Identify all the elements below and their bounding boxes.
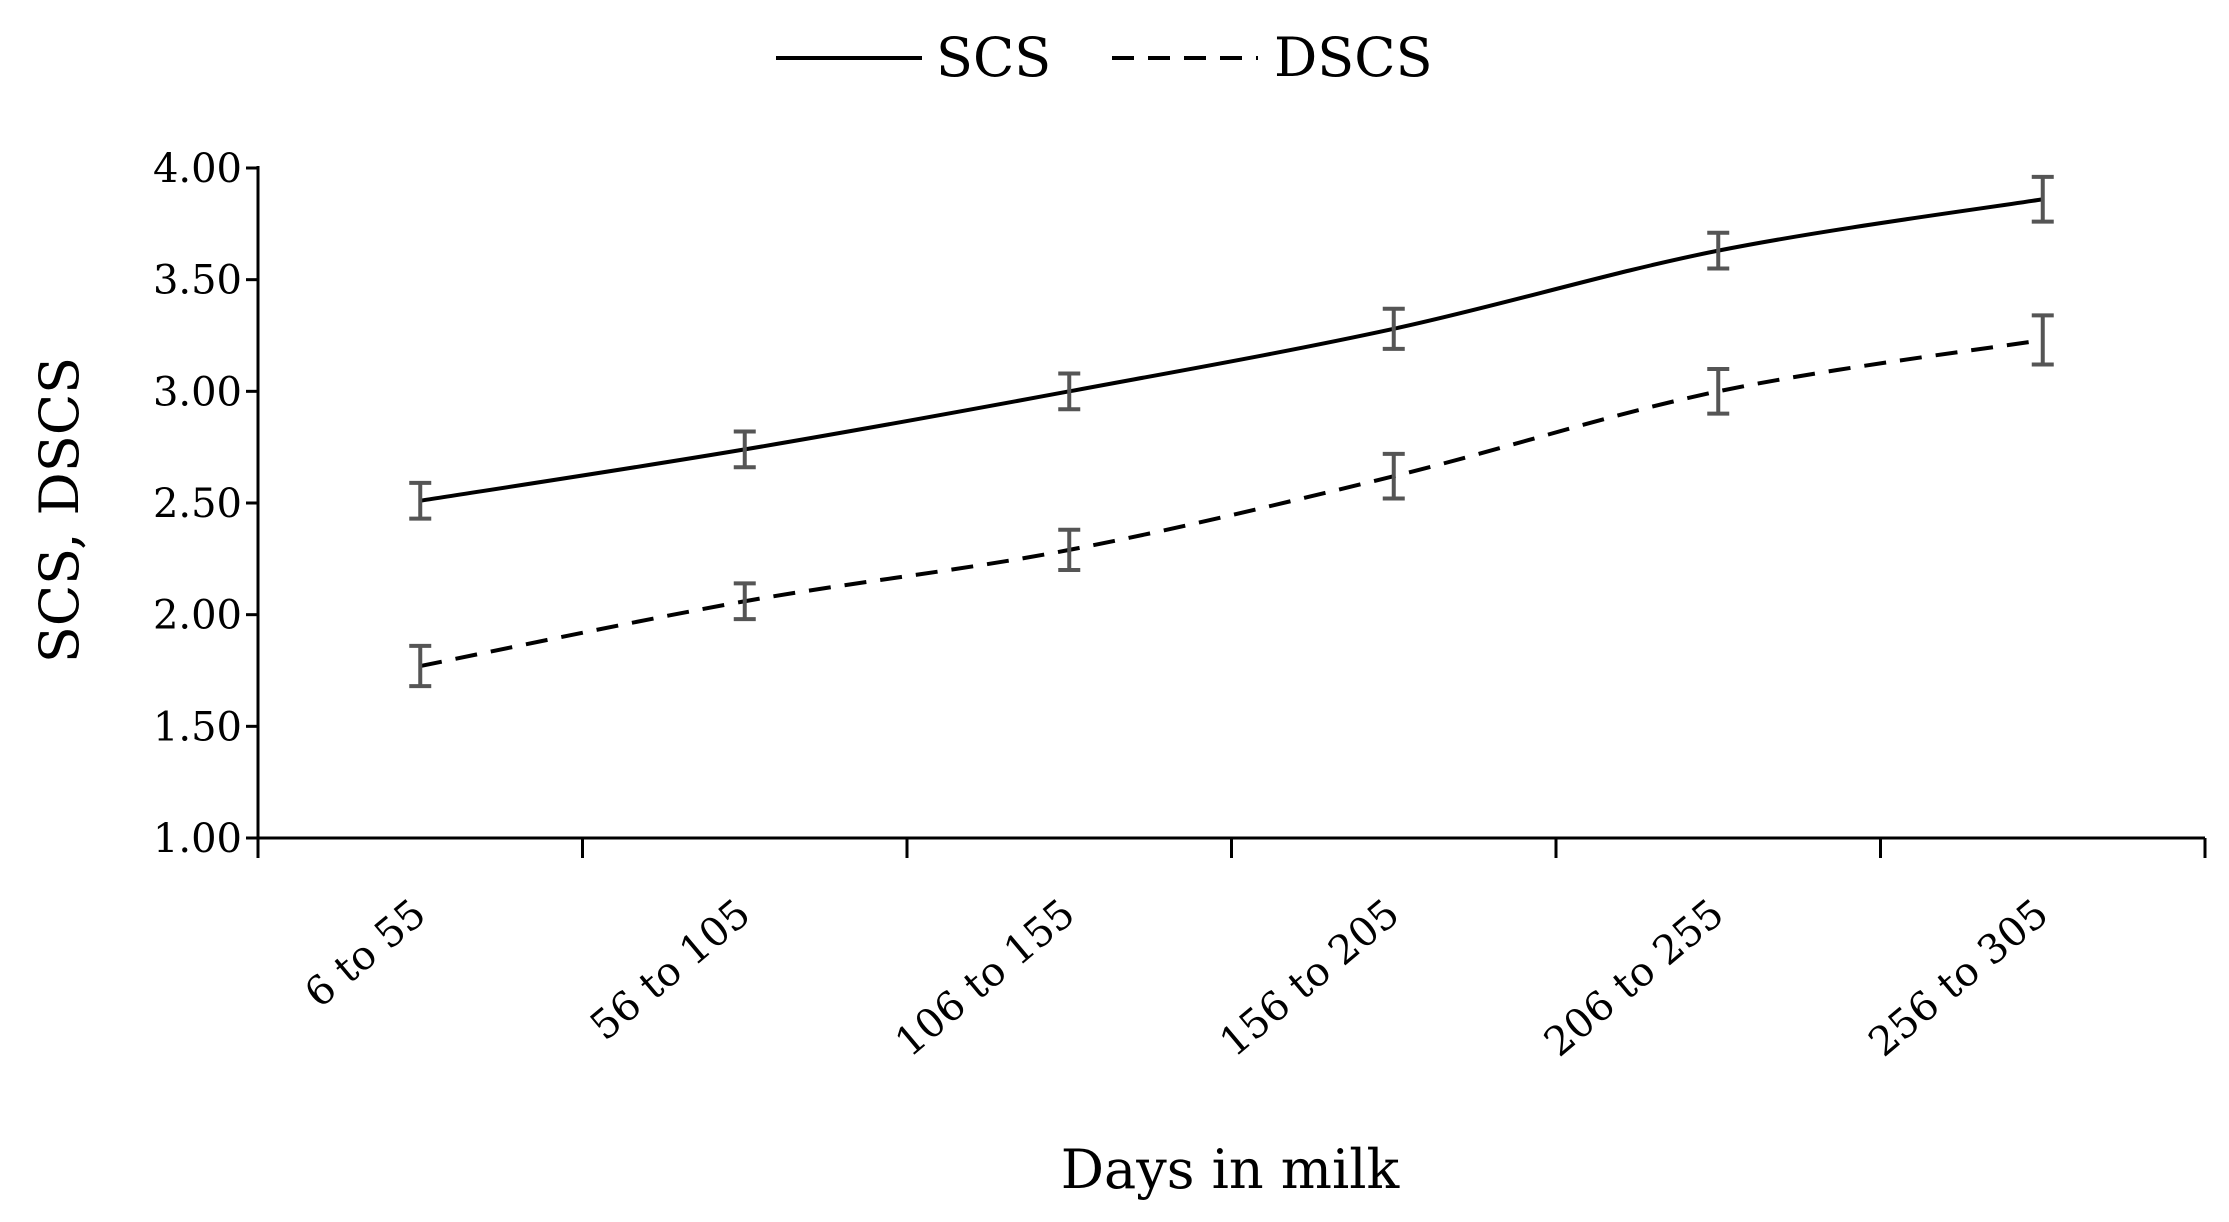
error-bar-dscs bbox=[1058, 527, 1081, 572]
y-axis-title: SCS, DSCS bbox=[28, 357, 91, 663]
error-bar-dscs bbox=[733, 581, 756, 622]
series-layer bbox=[409, 174, 2054, 689]
error-bar-scs bbox=[1382, 306, 1405, 351]
y-tick-label: 2.00 bbox=[153, 593, 242, 639]
x-tick-label: 6 to 55 bbox=[296, 890, 434, 1016]
error-bar-scs bbox=[1058, 371, 1081, 412]
y-tick-label: 3.00 bbox=[153, 369, 242, 415]
error-bar-scs bbox=[733, 429, 756, 470]
x-tick-label: 106 to 155 bbox=[887, 890, 1084, 1066]
series-line-scs bbox=[419, 197, 2044, 503]
y-tick-label: 2.50 bbox=[153, 481, 242, 527]
series-line-dscs bbox=[419, 337, 2044, 668]
y-tick-label: 1.00 bbox=[153, 816, 242, 862]
y-tick-label: 1.50 bbox=[153, 704, 242, 750]
x-tick-label: 256 to 305 bbox=[1860, 890, 2057, 1066]
legend: SCS DSCS bbox=[776, 26, 1433, 89]
y-tick-label: 4.00 bbox=[153, 146, 242, 192]
x-tick-label: 206 to 255 bbox=[1536, 890, 1733, 1066]
legend-label-scs: SCS bbox=[936, 26, 1051, 89]
legend-label-dscs: DSCS bbox=[1274, 26, 1433, 89]
error-bar-dscs bbox=[1382, 451, 1405, 501]
x-axis-title: Days in milk bbox=[1061, 1138, 1401, 1201]
error-bar-scs bbox=[2031, 174, 2054, 224]
x-axis: 6 to 55 56 to 105 106 to 155 156 to 205 206 … bbox=[256, 836, 2207, 1066]
x-tick-label: 56 to 105 bbox=[582, 890, 759, 1049]
error-bar-scs bbox=[409, 480, 432, 521]
error-bar-dscs bbox=[2031, 313, 2054, 367]
error-bar-scs bbox=[1707, 230, 1730, 271]
y-axis: 1.00 1.50 2.00 2.50 3.00 3.50 4.00 bbox=[153, 146, 260, 862]
y-tick-label: 3.50 bbox=[153, 258, 242, 304]
error-bar-dscs bbox=[1707, 367, 1730, 416]
x-tick-label: 156 to 205 bbox=[1211, 890, 1408, 1066]
error-bar-dscs bbox=[409, 643, 432, 689]
